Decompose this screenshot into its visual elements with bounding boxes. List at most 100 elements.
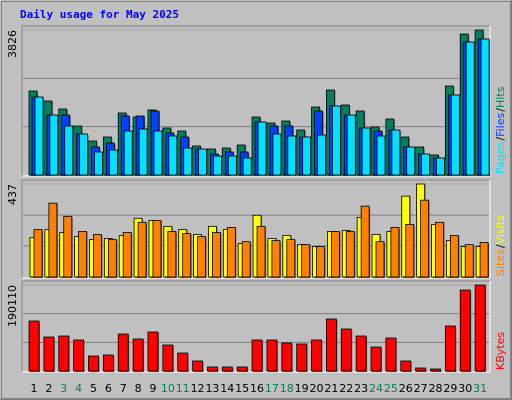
x-tick-label: 15 [235, 382, 249, 395]
bar [405, 224, 415, 278]
bar [286, 239, 296, 278]
legend-separator: / [494, 244, 507, 248]
bar [241, 241, 251, 278]
x-tick-label: 28 [428, 382, 442, 395]
bar [58, 335, 70, 372]
bar [117, 333, 129, 372]
bar [34, 96, 44, 176]
bar [236, 366, 248, 372]
bar [311, 339, 322, 372]
bar [242, 157, 252, 176]
x-tick-label: 31 [473, 382, 487, 395]
bar [415, 367, 427, 372]
bar [449, 235, 459, 278]
bar [251, 339, 263, 372]
x-tick-label: 25 [384, 382, 398, 395]
legend: Sites/Visits [494, 215, 507, 276]
x-tick-label: 19 [295, 382, 309, 395]
x-tick-label: 11 [176, 382, 190, 395]
bar [281, 342, 293, 372]
bar [459, 289, 471, 372]
bar [28, 320, 40, 372]
x-tick-label: 4 [75, 382, 82, 395]
x-tick-label: 29 [443, 382, 457, 395]
bar [207, 366, 218, 372]
legend-entry: Visits [494, 215, 507, 244]
bar [479, 242, 489, 278]
bar [435, 221, 444, 278]
x-tick-label: 3 [60, 382, 67, 395]
bar [361, 127, 371, 176]
bar [49, 114, 59, 176]
x-tick-label: 22 [339, 382, 353, 395]
bar [192, 360, 203, 372]
bar [340, 328, 352, 372]
bar [153, 130, 163, 176]
bar [385, 337, 397, 372]
legend-entry: Pages [494, 141, 507, 174]
bar [480, 38, 490, 176]
bar [123, 130, 133, 176]
bar [79, 133, 89, 176]
bar [73, 339, 85, 372]
bar [256, 225, 266, 278]
bar [420, 199, 430, 278]
bar [212, 232, 221, 278]
x-tick-label: 24 [369, 382, 383, 395]
legend-entry: Sites [494, 249, 507, 276]
bar [296, 343, 308, 372]
bar [48, 202, 58, 278]
x-tick-label: 26 [399, 382, 413, 395]
bar [198, 148, 207, 176]
x-tick-label: 7 [120, 382, 127, 395]
x-tick-label: 8 [135, 382, 142, 395]
bar [162, 344, 174, 372]
x-tick-label: 20 [310, 382, 324, 395]
bar [406, 146, 416, 176]
bar [355, 335, 367, 372]
bar [102, 354, 114, 372]
bar [436, 157, 445, 176]
bar [464, 244, 474, 278]
y-tick-label: 3826 [6, 30, 19, 58]
bar [317, 134, 326, 176]
bar [316, 246, 325, 278]
bar [152, 219, 162, 278]
bar [257, 121, 267, 176]
bar [390, 227, 400, 278]
bar [147, 331, 159, 372]
x-tick-label: 18 [280, 382, 294, 395]
chart-title: Daily usage for May 2025 [20, 8, 179, 21]
bar [122, 232, 132, 278]
bar [331, 105, 341, 176]
x-tick-label: 27 [414, 382, 428, 395]
legend-separator: / [494, 137, 507, 141]
bar [330, 231, 340, 278]
bar [221, 366, 233, 372]
legend-entry: Hits [494, 86, 507, 108]
bar [301, 244, 311, 278]
bar [63, 215, 73, 278]
bar [376, 135, 386, 176]
x-tick-label: 12 [191, 382, 205, 395]
y-tick-label: 437 [6, 184, 19, 205]
bar [450, 94, 460, 176]
bar [107, 239, 117, 278]
bar [88, 355, 99, 372]
bar [391, 129, 401, 176]
bar [138, 128, 148, 176]
bar [375, 241, 385, 278]
bar [287, 135, 297, 176]
bar [302, 136, 312, 176]
bar [226, 227, 236, 278]
x-tick-label: 16 [250, 382, 264, 395]
bar [94, 151, 103, 176]
bar [93, 234, 102, 278]
x-tick-label: 14 [220, 382, 234, 395]
bar [346, 114, 356, 176]
x-tick-label: 13 [205, 382, 219, 395]
bar [271, 240, 281, 278]
bar [400, 360, 412, 372]
